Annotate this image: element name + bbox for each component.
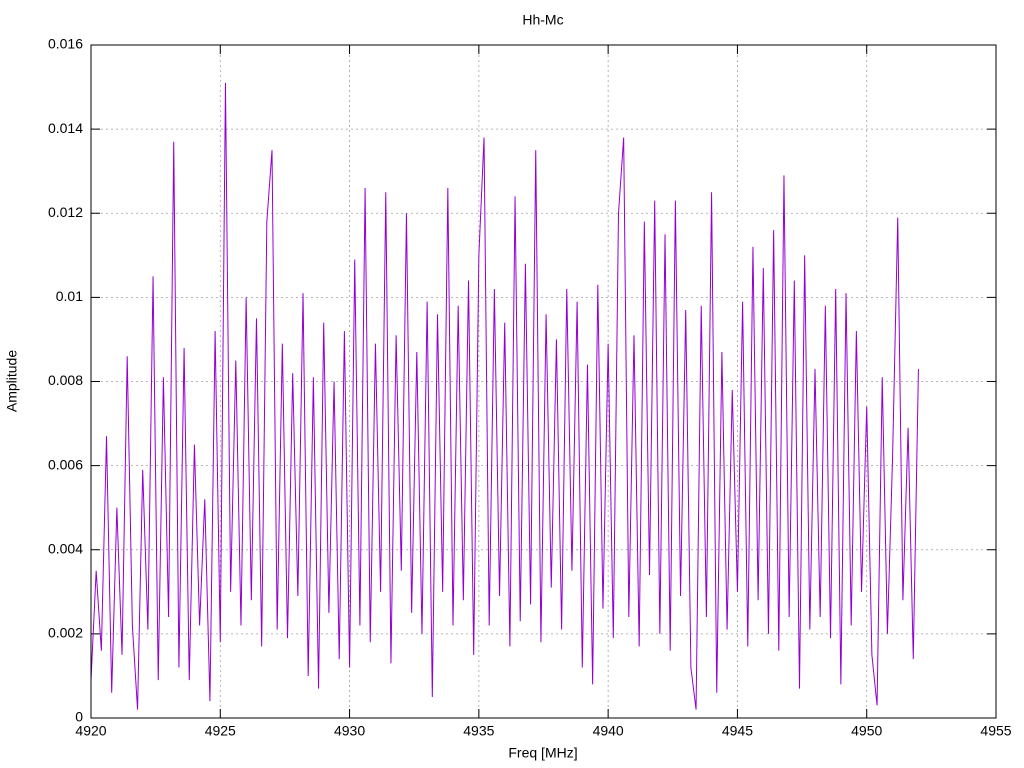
chart-title: Hh-Mc [522, 12, 563, 28]
x-tick-label: 4945 [722, 723, 753, 739]
y-tick-label: 0.006 [48, 456, 83, 472]
x-tick-label: 4920 [75, 723, 106, 739]
x-tick-label: 4935 [463, 723, 494, 739]
y-tick-label: 0.004 [48, 540, 83, 556]
y-tick-label: 0.01 [56, 288, 83, 304]
y-tick-label: 0 [75, 709, 83, 725]
data-line [90, 82, 919, 710]
x-tick-label: 4955 [980, 723, 1011, 739]
y-tick-label: 0.002 [48, 625, 83, 641]
x-tick-label: 4950 [851, 723, 882, 739]
x-axis-label: Freq [MHz] [508, 745, 577, 761]
x-tick-label: 4930 [334, 723, 365, 739]
y-axis-label: Amplitude [4, 350, 20, 412]
plot-border [90, 44, 997, 719]
y-tick-label: 0.012 [48, 204, 83, 220]
y-tick-label: 0.016 [48, 36, 83, 52]
x-tick-label: 4925 [205, 723, 236, 739]
x-tick-label: 4940 [593, 723, 624, 739]
y-tick-label: 0.008 [48, 372, 83, 388]
y-tick-label: 0.014 [48, 120, 83, 136]
